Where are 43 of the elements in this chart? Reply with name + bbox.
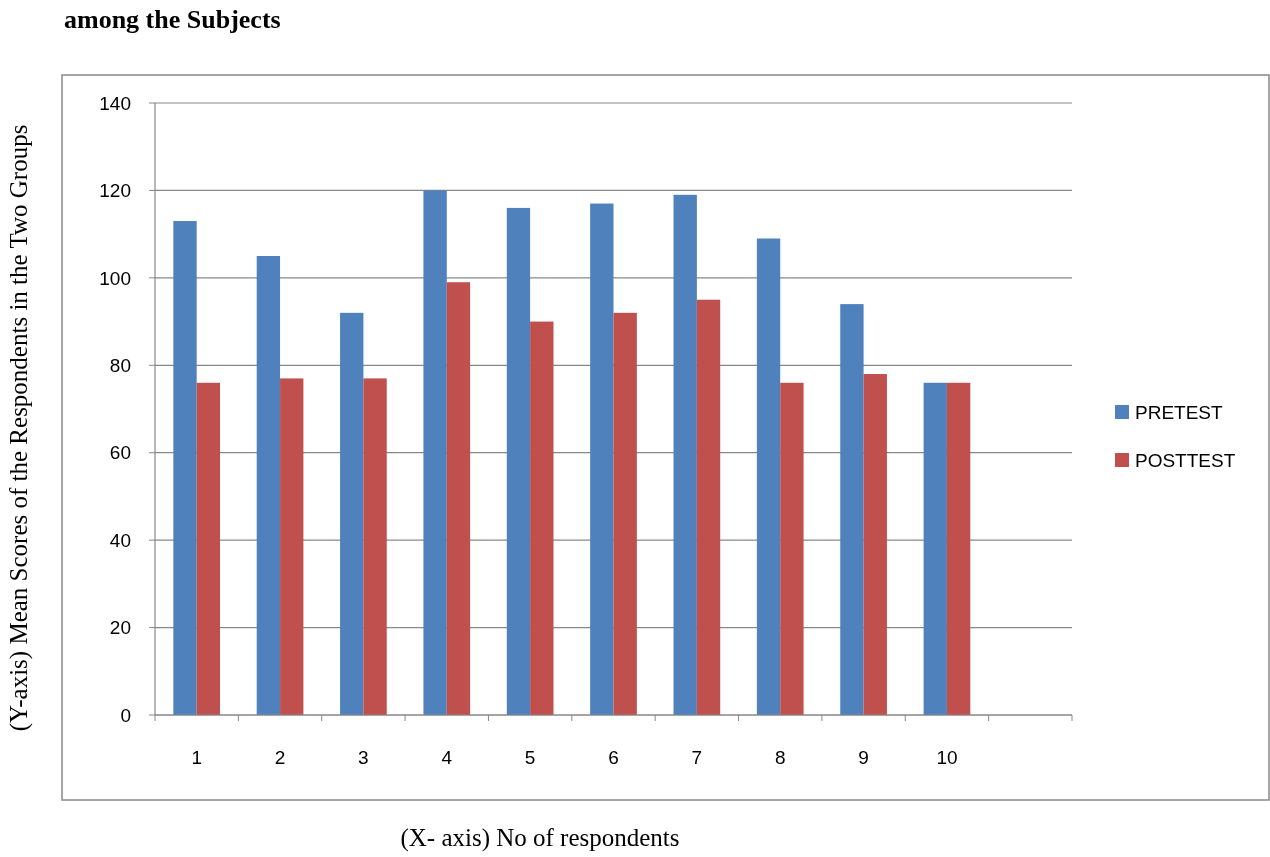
bar [423, 190, 447, 715]
bar [530, 321, 554, 715]
bar [840, 304, 864, 715]
bar [196, 382, 221, 715]
x-tick-label: 4 [441, 746, 453, 768]
bar [506, 207, 531, 715]
x-tick-label: 9 [858, 746, 869, 768]
legend-label: POSTTEST [1135, 449, 1236, 471]
y-tick-label: 0 [120, 704, 131, 726]
x-tick-label: 3 [358, 746, 369, 768]
y-tick-label: 60 [109, 442, 131, 464]
bar [780, 382, 804, 715]
y-tick-label: 80 [109, 354, 131, 376]
x-tick-label: 7 [691, 746, 703, 768]
bar [756, 238, 781, 715]
bar [340, 312, 364, 715]
bar [256, 256, 281, 715]
y-axis-title: (Y-axis) Mean Scores of the Respondents in the Two Groups [5, 124, 33, 732]
bar [173, 221, 197, 715]
x-axis-title: (X- axis) No of respondents [400, 824, 680, 852]
bar [590, 203, 614, 715]
y-tick-label: 140 [99, 92, 131, 114]
bar [673, 194, 697, 715]
y-tick-label: 100 [99, 267, 131, 289]
y-tick-label: 40 [109, 529, 131, 551]
legend-label: PRETEST [1135, 401, 1224, 423]
x-tick-label: 6 [608, 746, 619, 768]
x-tick-label: 8 [774, 746, 786, 768]
x-tick-label: 5 [524, 746, 536, 768]
chart-title: among the Subjects [64, 5, 281, 34]
bar [280, 378, 304, 715]
x-tick-label: 10 [936, 746, 958, 768]
bar [696, 299, 721, 715]
x-tick-label: 2 [274, 746, 286, 768]
bar [946, 382, 971, 715]
x-tick-label: 1 [191, 746, 202, 768]
y-tick-label: 120 [99, 180, 131, 202]
bar [446, 282, 471, 715]
bar [363, 378, 387, 715]
bar [613, 312, 637, 715]
y-tick-label: 20 [109, 617, 131, 639]
bar [923, 382, 947, 715]
bar [863, 374, 887, 715]
